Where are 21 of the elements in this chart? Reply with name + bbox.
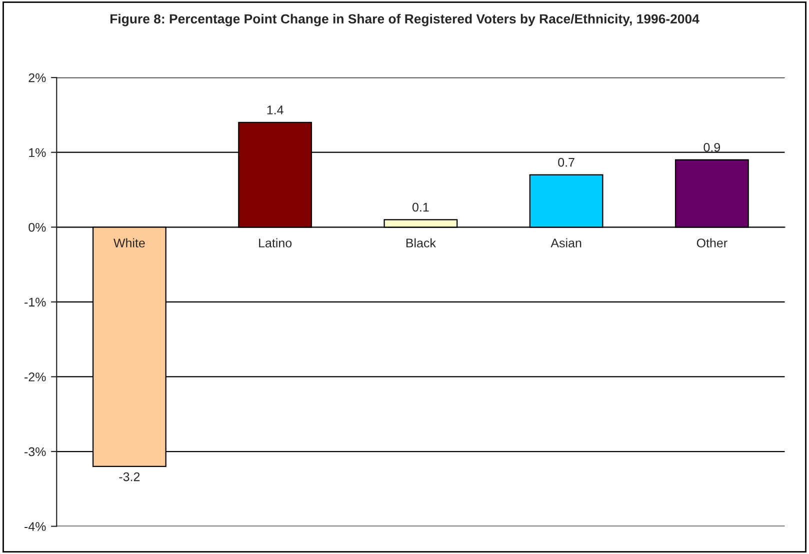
y-tick-label: 1% bbox=[29, 148, 46, 157]
data-label: 0.1 bbox=[412, 202, 429, 212]
y-tick-label: -2% bbox=[24, 372, 46, 382]
y-tick-label: 0% bbox=[28, 222, 46, 232]
bar bbox=[384, 219, 458, 228]
x-tick-label: Black bbox=[406, 238, 436, 248]
data-label: 1.4 bbox=[267, 106, 284, 114]
data-label: -3.2 bbox=[119, 472, 140, 482]
y-tick-label: -4% bbox=[24, 522, 46, 531]
bar bbox=[529, 174, 604, 228]
x-tick-label: Asian bbox=[550, 238, 582, 248]
data-label: 0.7 bbox=[558, 158, 574, 167]
y-tick-label: 2% bbox=[28, 73, 46, 82]
x-tick-label: Latino bbox=[259, 238, 292, 248]
y-tick-label: -3% bbox=[24, 447, 46, 456]
x-tick-label: Other bbox=[696, 238, 728, 248]
bar bbox=[674, 159, 749, 228]
data-label: 0.9 bbox=[704, 142, 720, 152]
x-tick-label: White bbox=[114, 238, 145, 248]
chart-title: Figure 8: Percentage Point Change in Share of Registered Voters by Race/Ethnicity, 1996-2004 bbox=[110, 14, 700, 26]
y-tick-label: -1% bbox=[24, 298, 46, 307]
